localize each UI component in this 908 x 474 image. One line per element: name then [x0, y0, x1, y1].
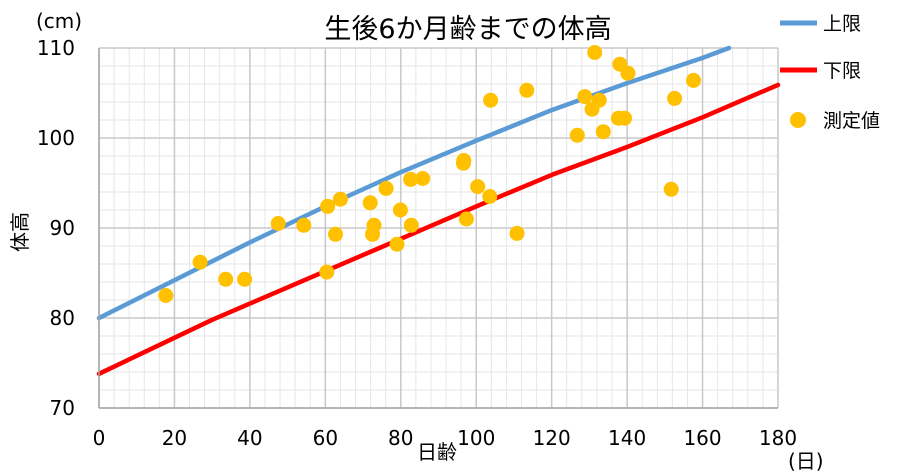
data-point [403, 217, 419, 233]
x-axis-label: 日齢 [417, 440, 457, 464]
y-tick-label: 110 [37, 36, 75, 60]
data-point [483, 92, 499, 108]
legend-label: 下限 [823, 60, 861, 82]
data-point [456, 153, 472, 168]
data-point [667, 90, 683, 106]
series-line-1 [96, 82, 781, 377]
data-point [378, 180, 394, 196]
legend-swatch [790, 112, 806, 128]
data-point [296, 217, 312, 233]
x-tick-label: 0 [93, 426, 106, 450]
data-point [587, 45, 603, 60]
data-point [366, 217, 382, 233]
data-point [320, 198, 336, 214]
data-point [470, 179, 486, 195]
data-point [519, 82, 535, 98]
x-tick-label: 120 [533, 426, 571, 450]
x-tick-label: 160 [683, 426, 721, 450]
data-point [332, 191, 348, 207]
data-point [218, 271, 234, 287]
data-point [403, 171, 419, 187]
plot-area [96, 45, 781, 377]
y-tick-label: 80 [50, 306, 75, 330]
data-point [617, 110, 632, 126]
data-point [158, 288, 174, 303]
x-tick-label: 140 [608, 426, 646, 450]
data-point [192, 254, 208, 270]
chart-title: 生後6か月齢までの体高 [324, 14, 611, 45]
y-tick-label: 100 [37, 126, 75, 150]
data-point [577, 89, 593, 105]
data-point [392, 202, 408, 218]
data-point [569, 127, 585, 143]
x-axis-unit: (日) [788, 449, 824, 473]
series-line-0 [96, 45, 732, 321]
legend-label: 測定値 [823, 110, 880, 132]
axes: 0 20 40 60 80 100 120 140 160 180 70 80 90 100 110 [37, 36, 797, 450]
data-point [620, 65, 636, 81]
data-point [458, 211, 474, 227]
data-point [389, 236, 405, 252]
data-point [270, 216, 286, 231]
y-tick-label: 90 [50, 216, 75, 240]
data-point [663, 181, 679, 197]
x-tick-label: 180 [759, 426, 797, 450]
data-point [328, 226, 343, 242]
x-tick-label: 100 [457, 426, 495, 450]
data-point [509, 225, 525, 241]
data-point [595, 124, 611, 140]
y-axis-label: 体高 [8, 212, 32, 252]
x-tick-label: 20 [162, 426, 187, 450]
x-tick-label: 40 [237, 426, 262, 450]
y-tick-label: 70 [50, 396, 75, 420]
data-point [319, 264, 335, 280]
x-tick-label: 80 [388, 426, 413, 450]
data-point [686, 72, 701, 88]
data-point [482, 189, 498, 204]
data-point [362, 195, 378, 211]
x-tick-label: 60 [313, 426, 338, 450]
data-point [237, 271, 253, 287]
legend-label: 上限 [823, 13, 861, 35]
data-point [415, 171, 431, 186]
data-point [591, 92, 607, 108]
y-axis-unit: (cm) [36, 9, 82, 33]
